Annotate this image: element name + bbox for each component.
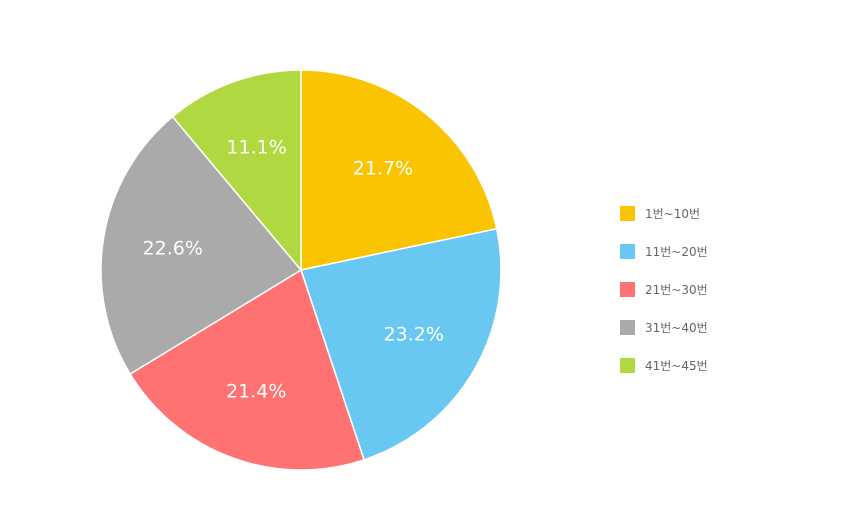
legend-label-1-10: 1번~10번 bbox=[645, 206, 701, 221]
legend-label-11-20: 11번~20번 bbox=[645, 244, 708, 259]
pie-slice-labels: 21.7% 23.2% 21.4% 22.6% 11.1% bbox=[143, 136, 444, 402]
legend-item-11-20: 11번~20번 bbox=[620, 232, 708, 270]
legend-item-1-10: 1번~10번 bbox=[620, 194, 708, 232]
legend-label-31-40: 31번~40번 bbox=[645, 320, 708, 335]
pie-label-11-20: 23.2% bbox=[384, 323, 444, 345]
legend-swatch-31-40 bbox=[620, 319, 635, 335]
legend-label-21-30: 21번~30번 bbox=[645, 282, 708, 297]
pie-label-1-10: 21.7% bbox=[353, 158, 413, 180]
legend-item-31-40: 31번~40번 bbox=[620, 308, 708, 346]
legend-swatch-1-10 bbox=[620, 205, 635, 221]
legend-swatch-11-20 bbox=[620, 243, 635, 259]
pie-slice-1-10 bbox=[300, 69, 498, 271]
legend-label-41-45: 41번~45번 bbox=[645, 358, 708, 373]
legend-swatch-41-45 bbox=[620, 357, 635, 373]
pie-label-31-40: 22.6% bbox=[143, 237, 203, 259]
pie-slice-31-40 bbox=[100, 115, 303, 375]
pie-label-21-30: 21.4% bbox=[226, 381, 286, 403]
legend-item-41-45: 41번~45번 bbox=[620, 346, 708, 384]
pie-label-41-45: 11.1% bbox=[226, 136, 286, 158]
pie-slice-21-30 bbox=[129, 268, 365, 471]
legend-swatch-21-30 bbox=[620, 281, 635, 297]
pie-slice-11-20 bbox=[300, 227, 502, 461]
pie-slice-41-45 bbox=[171, 69, 302, 273]
chart-legend: 1번~10번 11번~20번 21번~30번 31번~40번 41번~45번 bbox=[620, 194, 708, 384]
legend-item-21-30: 21번~30번 bbox=[620, 270, 708, 308]
pie-slices bbox=[100, 69, 502, 471]
